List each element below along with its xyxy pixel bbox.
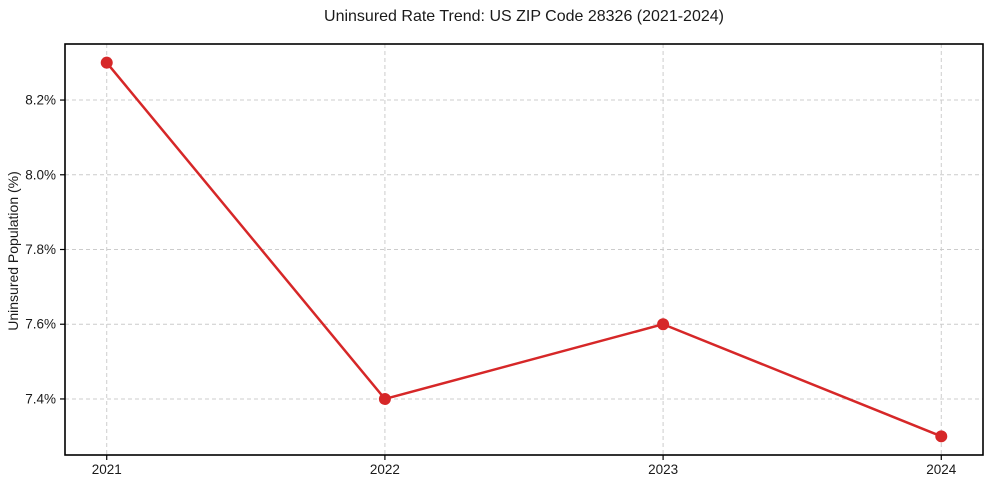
x-tick-label: 2024	[926, 462, 957, 477]
data-point	[657, 318, 670, 331]
chart-title: Uninsured Rate Trend: US ZIP Code 28326 …	[324, 8, 724, 25]
y-tick-label: 7.8%	[25, 242, 56, 257]
y-tick-label: 7.4%	[25, 391, 56, 406]
y-tick-label: 8.0%	[25, 167, 56, 182]
x-tick-label: 2022	[370, 462, 400, 477]
data-point	[378, 392, 391, 405]
x-tick-label: 2023	[648, 462, 678, 477]
data-point	[935, 430, 948, 443]
y-tick-label: 7.6%	[25, 317, 56, 332]
plot-border	[64, 43, 984, 456]
x-tick-label: 2021	[92, 462, 122, 477]
y-tick-label: 8.2%	[25, 93, 56, 108]
data-point	[100, 56, 113, 69]
data-line	[105, 61, 943, 438]
